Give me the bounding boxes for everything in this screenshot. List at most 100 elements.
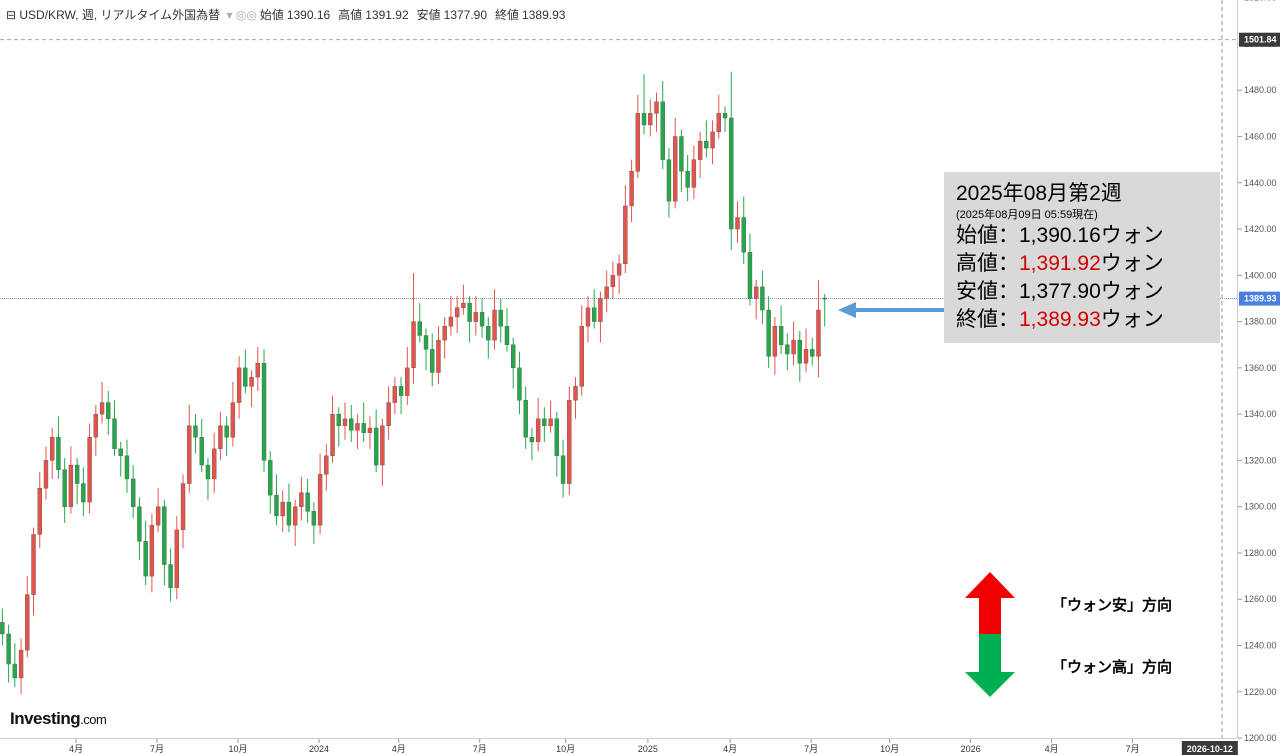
ohlc-value: 1391.92: [365, 8, 409, 22]
ohlc-name: 始値: [259, 8, 284, 22]
candle-body: [68, 464, 74, 507]
candle-body: [199, 437, 204, 466]
candle-body: [330, 413, 335, 456]
candle-body: [261, 363, 267, 461]
candle-body: [311, 511, 317, 526]
candle-body: [785, 344, 790, 355]
x-tick-label: 7月: [804, 744, 818, 754]
x-tick-label: 10月: [880, 744, 899, 754]
y-tick-label: 1520.00: [1244, 0, 1277, 3]
candle-body: [585, 307, 591, 327]
brand-name: Investing: [10, 709, 81, 728]
price-label: 1389.93: [1244, 294, 1277, 304]
candle-body: [560, 455, 566, 484]
candle-body: [224, 425, 229, 438]
direction-label: 「ウォン安」方向: [1052, 597, 1173, 614]
candle-body: [25, 594, 30, 651]
x-tick-label: 7月: [150, 744, 164, 754]
candle-body: [255, 363, 260, 378]
candle-body: [535, 418, 541, 443]
candle-body: [486, 326, 491, 341]
candle-body: [124, 455, 130, 480]
y-tick-label: 1420.00: [1244, 224, 1277, 234]
y-tick-label: 1400.00: [1244, 270, 1277, 280]
candle-body: [660, 101, 665, 160]
candle-body: [592, 307, 597, 322]
candle-body: [604, 286, 609, 299]
candle-body: [498, 309, 503, 327]
info-row: 始値：1,390.16ウォン: [956, 224, 1164, 247]
candle-body: [648, 113, 653, 126]
candle-body: [479, 312, 485, 327]
candle-body: [691, 159, 697, 188]
candle-body: [56, 437, 61, 470]
candle-body: [106, 402, 111, 419]
candle-body: [37, 487, 42, 535]
info-label: 始値: [956, 224, 998, 247]
candle-body: [211, 448, 217, 480]
info-value: 1,391.92: [1019, 252, 1101, 275]
brand-suffix: .com: [80, 712, 107, 727]
candle-body: [286, 501, 292, 526]
ohlc-value: 1389.93: [522, 8, 566, 22]
candle-body: [697, 140, 703, 160]
info-unit: ウォン: [1100, 280, 1164, 303]
candle-body: [542, 418, 547, 426]
candle-body: [355, 423, 360, 431]
candle-body: [623, 205, 628, 264]
candle-body: [292, 506, 298, 526]
candle-body: [641, 113, 647, 126]
candle-body: [430, 349, 435, 373]
candle-body: [679, 136, 684, 172]
candle-body: [778, 326, 784, 345]
ohlc-value: 1390.16: [286, 8, 331, 22]
info-row: 高値：1,391.92ウォン: [956, 252, 1164, 275]
candle-body: [386, 402, 391, 426]
candle-body: [405, 367, 410, 396]
candle-body: [305, 492, 310, 512]
x-tick-label: 7月: [1126, 744, 1140, 754]
ohlc-name: 終値: [495, 8, 520, 22]
candle-body: [548, 418, 553, 426]
date-marker-box: [1181, 741, 1238, 755]
candle-body: [454, 307, 460, 318]
candle-body: [336, 413, 341, 426]
candle-body: [467, 302, 472, 322]
y-tick-label: 1360.00: [1244, 363, 1277, 373]
candle-body: [268, 460, 273, 496]
candle-body: [523, 400, 528, 438]
candle-body: [118, 448, 123, 456]
candle-body: [635, 113, 641, 172]
candle-body: [99, 402, 105, 415]
info-row: 安値：1,377.90ウォン: [956, 280, 1164, 303]
candle-body: [753, 286, 759, 299]
candle-body: [131, 478, 136, 507]
down-arrow: [965, 634, 1015, 697]
up-arrow: [965, 572, 1015, 634]
candle-body: [554, 418, 560, 456]
candle-body: [373, 427, 379, 466]
candle-body: [317, 474, 323, 526]
header: ⊟ USD/KRW, 週, リアルタイム外国為替 ▾ ◎◎ 始値 1390.16 高値…: [6, 8, 566, 22]
price-label-box: [1239, 32, 1280, 47]
y-tick-label: 1200.00: [1244, 733, 1277, 743]
info-unit: ウォン: [1100, 252, 1164, 275]
candle-body: [797, 339, 802, 364]
candle-body: [822, 297, 827, 300]
info-label: 終値: [956, 308, 998, 331]
y-tick-label: 1460.00: [1244, 132, 1277, 142]
symbol-title: USD/KRW, 週, リアルタイム外国為替: [19, 8, 221, 22]
candle-body: [735, 217, 740, 230]
y-tick-label: 1340.00: [1244, 409, 1277, 419]
candle-body: [722, 113, 728, 119]
candle-body: [149, 525, 155, 577]
candle-body: [74, 464, 80, 484]
candle-body: [87, 437, 92, 503]
candle-body: [710, 131, 715, 149]
candle-body: [411, 321, 416, 369]
candle-body: [423, 335, 429, 350]
candle-body: [193, 425, 198, 438]
candle-body: [205, 464, 211, 480]
candle-body: [716, 113, 721, 133]
info-unit: ウォン: [1100, 308, 1164, 331]
